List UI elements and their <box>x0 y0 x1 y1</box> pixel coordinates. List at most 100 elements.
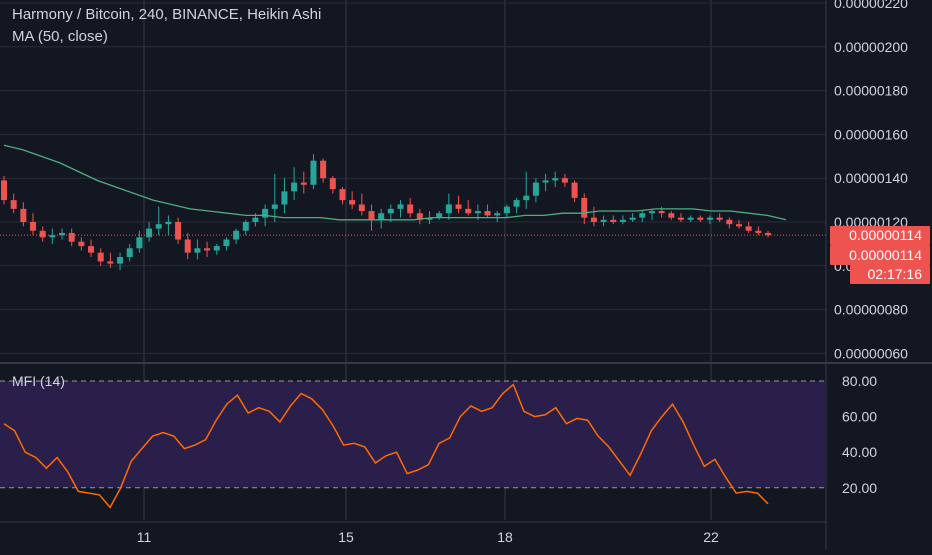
candle-body <box>271 204 278 209</box>
candle <box>639 211 646 222</box>
candle-body <box>349 200 356 205</box>
symbol-legend[interactable]: Harmony / Bitcoin, 240, BINANCE, Heikin … <box>12 6 322 23</box>
candle-body <box>126 248 133 258</box>
candle-body <box>368 211 375 220</box>
candle-body <box>687 217 694 220</box>
candle <box>97 248 104 266</box>
candle <box>571 180 578 203</box>
candle-body <box>397 204 404 209</box>
candle <box>407 197 414 218</box>
candle-body <box>765 232 771 236</box>
candle-body <box>745 226 752 231</box>
candle <box>233 228 240 244</box>
candle-body <box>629 217 636 220</box>
candle <box>532 178 539 203</box>
mfi-tick-label: 80.00 <box>842 373 877 389</box>
candle-body <box>610 219 617 222</box>
candle <box>271 173 278 222</box>
candle <box>368 204 375 231</box>
candle-body <box>677 217 684 220</box>
candle <box>49 228 56 244</box>
mfi-legend[interactable]: MFI (14) <box>12 373 65 389</box>
candle-body <box>117 257 124 264</box>
candle <box>20 202 27 227</box>
candle <box>726 217 733 229</box>
candle <box>78 237 85 251</box>
x-tick-label: 11 <box>137 529 152 545</box>
candle-body <box>233 230 240 240</box>
candle <box>416 208 423 225</box>
candle <box>184 232 191 260</box>
candle-body <box>146 228 153 238</box>
candle <box>358 193 365 216</box>
candle <box>484 204 491 218</box>
countdown-tag-bg <box>850 265 930 284</box>
candle <box>126 243 133 262</box>
candle-body <box>552 178 559 181</box>
y-tick-label: 0.00000220 <box>834 0 908 11</box>
candle <box>687 215 694 222</box>
candle <box>494 211 501 222</box>
candle <box>677 213 684 222</box>
price-tags: 0.00000114 0.00000114 02:17:16 <box>830 226 930 284</box>
candle <box>329 176 336 194</box>
candle-body <box>49 235 56 238</box>
candle <box>503 204 510 218</box>
y-tick-label: 0.00000140 <box>834 170 908 186</box>
candle-body <box>300 182 307 185</box>
candle-body <box>194 248 201 253</box>
candle-body <box>474 211 481 214</box>
candle-body <box>184 239 191 253</box>
candle <box>581 193 588 225</box>
candle-body <box>252 217 259 222</box>
candle-body <box>600 219 607 222</box>
candle <box>1 176 7 205</box>
candle <box>755 226 762 236</box>
candle <box>716 213 723 222</box>
mfi-tick-label: 40.00 <box>842 444 877 460</box>
candle-body <box>223 239 230 247</box>
candle-body <box>136 237 143 249</box>
candle-body <box>262 208 269 218</box>
candle <box>745 222 752 233</box>
candle-body <box>735 224 742 227</box>
candle <box>291 167 298 201</box>
last-price-tag-bg <box>830 226 930 245</box>
mfi-pane <box>0 380 826 509</box>
candle <box>610 215 617 225</box>
candle-body <box>484 211 491 216</box>
candle-body <box>175 222 182 240</box>
ma-legend[interactable]: MA (50, close) <box>12 28 108 45</box>
candle-body <box>494 213 501 216</box>
candle-body <box>658 211 665 214</box>
candle-body <box>155 224 162 229</box>
candle <box>155 206 162 236</box>
candle-body <box>542 180 549 183</box>
candle <box>561 173 568 187</box>
candle <box>39 226 46 242</box>
candle-body <box>204 248 211 251</box>
y-tick-label: 0.00000060 <box>834 345 908 361</box>
candle-body <box>107 261 114 264</box>
candle-body <box>455 204 462 209</box>
candle-body <box>726 219 733 225</box>
candle <box>455 195 462 214</box>
candle <box>320 158 327 183</box>
candle <box>339 186 346 205</box>
candle <box>436 211 443 220</box>
candle <box>59 228 66 240</box>
candle <box>204 241 211 258</box>
candle <box>465 200 472 216</box>
candle-body <box>88 246 95 253</box>
candle <box>349 191 356 209</box>
candle-body <box>30 222 37 231</box>
candle <box>668 211 675 220</box>
candle <box>107 252 114 268</box>
candle-body <box>387 208 394 214</box>
candle <box>648 208 655 220</box>
candle-body <box>581 197 588 218</box>
candle-body <box>213 246 220 251</box>
